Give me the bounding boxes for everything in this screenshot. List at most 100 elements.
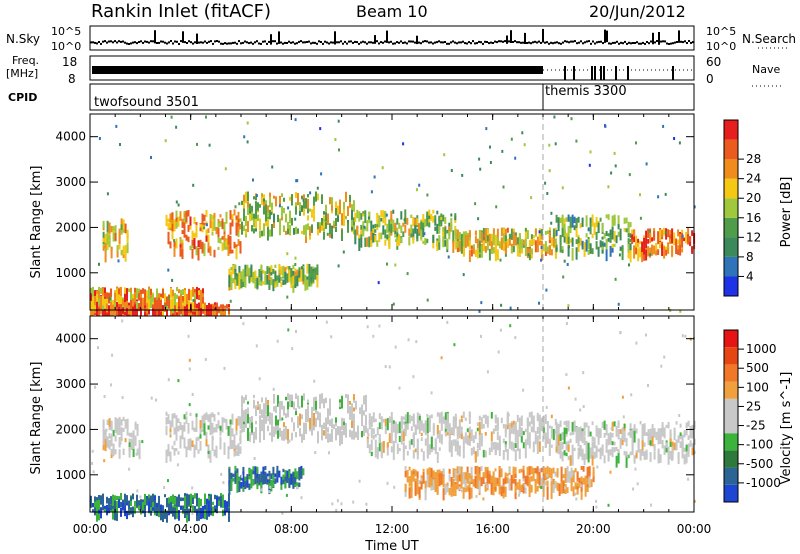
echo-cell: [273, 430, 275, 437]
echo-cell: [233, 209, 236, 216]
echo-cell: [112, 229, 115, 236]
echo-cell: [577, 237, 580, 248]
echo-cell: [382, 210, 385, 216]
echo-cell: [528, 466, 531, 476]
echo-cell: [110, 448, 113, 455]
echo-cell: [313, 412, 315, 426]
echo-cell: [474, 249, 477, 257]
echo-cell: [298, 467, 301, 476]
echo-speckle: [270, 212, 273, 215]
echo-cell: [518, 417, 521, 428]
echo-cell: [522, 244, 525, 248]
echo-cell: [528, 444, 531, 449]
echo-cell: [130, 287, 132, 293]
echo-cell: [203, 413, 206, 423]
echo-cell: [179, 442, 182, 449]
echo-cell: [172, 296, 174, 309]
echo-cell: [331, 228, 333, 235]
echo-cell: [500, 227, 503, 237]
nsky-bar: [250, 41, 252, 44]
echo-cell: [236, 273, 239, 286]
echo-speckle: [246, 140, 249, 144]
echo-cell: [536, 412, 539, 422]
echo-speckle: [177, 379, 180, 383]
echo-cell: [663, 232, 666, 236]
echo-cell: [416, 228, 419, 239]
echo-cell: [363, 410, 365, 416]
echo-cell: [565, 420, 568, 428]
echo-cell: [268, 479, 271, 484]
echo-cell: [468, 487, 471, 500]
echo-cell: [374, 439, 377, 452]
echo-cell: [518, 427, 521, 437]
x-tick-label: 12:00: [375, 522, 410, 536]
echo-cell: [175, 210, 178, 223]
echo-cell: [460, 419, 463, 423]
echo-cell: [392, 209, 395, 214]
echo-speckle: [136, 290, 139, 294]
nsky-bar: [586, 40, 588, 43]
echo-cell: [120, 225, 123, 235]
colorbar-swatch: [724, 217, 738, 238]
echo-cell: [224, 510, 226, 516]
echo-cell: [478, 437, 481, 451]
echo-cell: [114, 292, 116, 303]
echo-cell: [504, 477, 507, 484]
echo-cell: [490, 431, 493, 442]
echo-cell: [603, 242, 606, 247]
echo-cell: [420, 423, 423, 431]
echo-cell: [211, 214, 214, 221]
echo-cell: [673, 442, 676, 451]
colorbar-swatch: [724, 139, 738, 160]
echo-cell: [436, 451, 439, 464]
echo-speckle: [365, 502, 368, 506]
echo-speckle: [444, 484, 447, 488]
echo-cell: [118, 294, 120, 303]
echo-cell: [641, 428, 644, 432]
nsky-bar: [156, 42, 158, 44]
echo-cell: [272, 279, 275, 286]
echo-cell: [278, 263, 281, 270]
echo-cell: [116, 421, 119, 434]
echo-cell: [146, 301, 148, 314]
echo-cell: [267, 205, 269, 213]
echo-cell: [215, 445, 218, 459]
echo-cell: [607, 238, 610, 242]
echo-cell: [298, 271, 301, 278]
echo-cell: [577, 216, 580, 223]
echo-cell: [382, 441, 385, 453]
echo-cell: [394, 432, 397, 444]
nsky-bar: [648, 42, 650, 45]
echo-speckle: [91, 461, 94, 465]
echo-cell: [197, 449, 200, 454]
echo-cell: [178, 495, 180, 499]
echo-speckle: [192, 299, 195, 302]
echo-cell: [588, 476, 591, 488]
echo-cell: [504, 235, 507, 242]
echo-cell: [396, 446, 399, 455]
echo-cell: [166, 497, 168, 508]
nsky-bar: [662, 40, 664, 43]
echo-cell: [296, 269, 299, 278]
echo-cell: [217, 223, 220, 229]
echo-cell: [512, 420, 515, 427]
echo-cell: [110, 307, 112, 317]
echo-speckle: [111, 433, 114, 437]
echo-cell: [245, 419, 247, 428]
echo-cell: [287, 401, 289, 410]
echo-cell: [422, 240, 425, 244]
nsky-bar: [336, 41, 338, 44]
echo-cell: [90, 495, 92, 502]
echo-cell: [214, 505, 216, 512]
echo-cell: [183, 414, 186, 420]
echo-cell: [303, 201, 305, 214]
echo-cell: [438, 473, 441, 487]
echo-cell: [390, 430, 393, 444]
echo-cell: [484, 414, 487, 424]
echo-cell: [585, 215, 588, 227]
echo-cell: [488, 447, 491, 456]
echo-cell: [138, 290, 140, 295]
echo-cell: [114, 233, 117, 241]
echo-cell: [333, 224, 335, 229]
echo-cell: [177, 216, 180, 227]
